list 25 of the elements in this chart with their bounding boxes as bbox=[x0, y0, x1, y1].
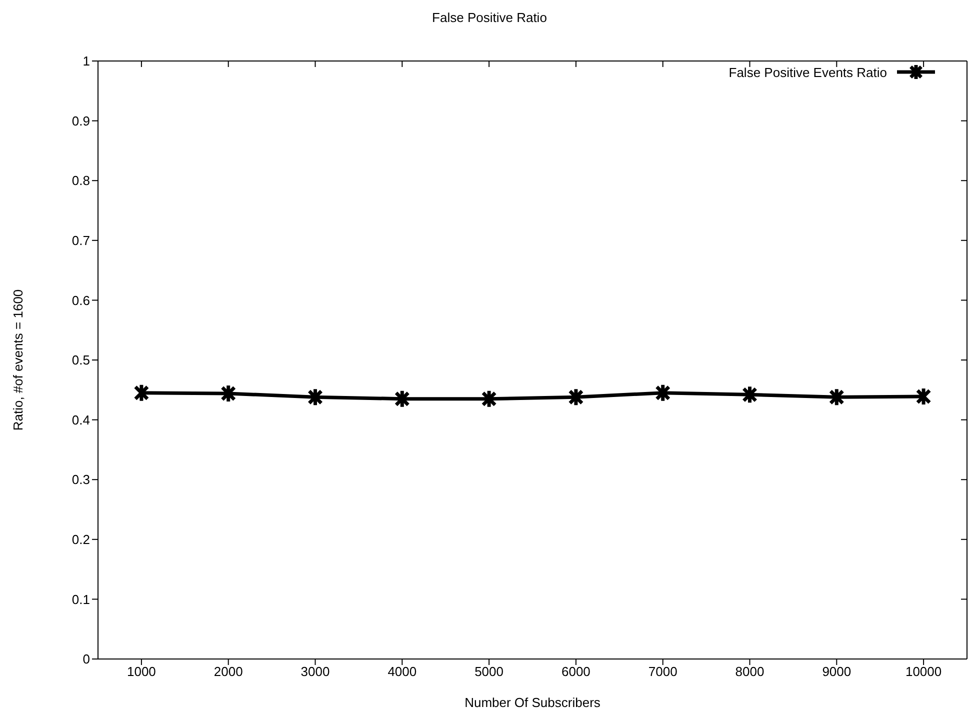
y-tick-label: 0.7 bbox=[72, 233, 90, 248]
y-tick-label: 0.3 bbox=[72, 472, 90, 488]
chart-title: False Positive Ratio bbox=[431, 10, 548, 25]
x-tick-label: 10000 bbox=[905, 664, 942, 680]
x-tick-label: 6000 bbox=[561, 664, 590, 680]
legend-label: False Positive Events Ratio bbox=[728, 64, 887, 80]
x-tick-label: 2000 bbox=[214, 664, 243, 680]
x-tick-label: 9000 bbox=[822, 664, 852, 680]
x-tick-label: 4000 bbox=[388, 664, 417, 680]
y-tick-label: 0.2 bbox=[72, 532, 90, 548]
y-tick-label: 0.8 bbox=[72, 173, 90, 188]
y-tick-label: 1 bbox=[82, 54, 90, 69]
y-tick-label: 0.6 bbox=[72, 292, 90, 308]
y-tick-label: 0.1 bbox=[72, 592, 90, 607]
x-tick-label: 5000 bbox=[474, 664, 504, 680]
x-tick-label: 7000 bbox=[648, 664, 678, 680]
y-tick-label: 0.9 bbox=[72, 113, 90, 128]
y-axis-title: Ratio, #of events = 1600 bbox=[10, 289, 26, 431]
x-tick-label: 1000 bbox=[126, 664, 156, 680]
x-axis-title: Number Of Subscribers bbox=[464, 695, 601, 710]
y-tick-label: 0.5 bbox=[72, 352, 90, 368]
y-tick-label: 0.4 bbox=[72, 412, 90, 428]
x-tick-label: 3000 bbox=[300, 664, 330, 680]
x-tick-label: 8000 bbox=[735, 664, 764, 680]
y-tick-label: 0 bbox=[82, 652, 90, 667]
